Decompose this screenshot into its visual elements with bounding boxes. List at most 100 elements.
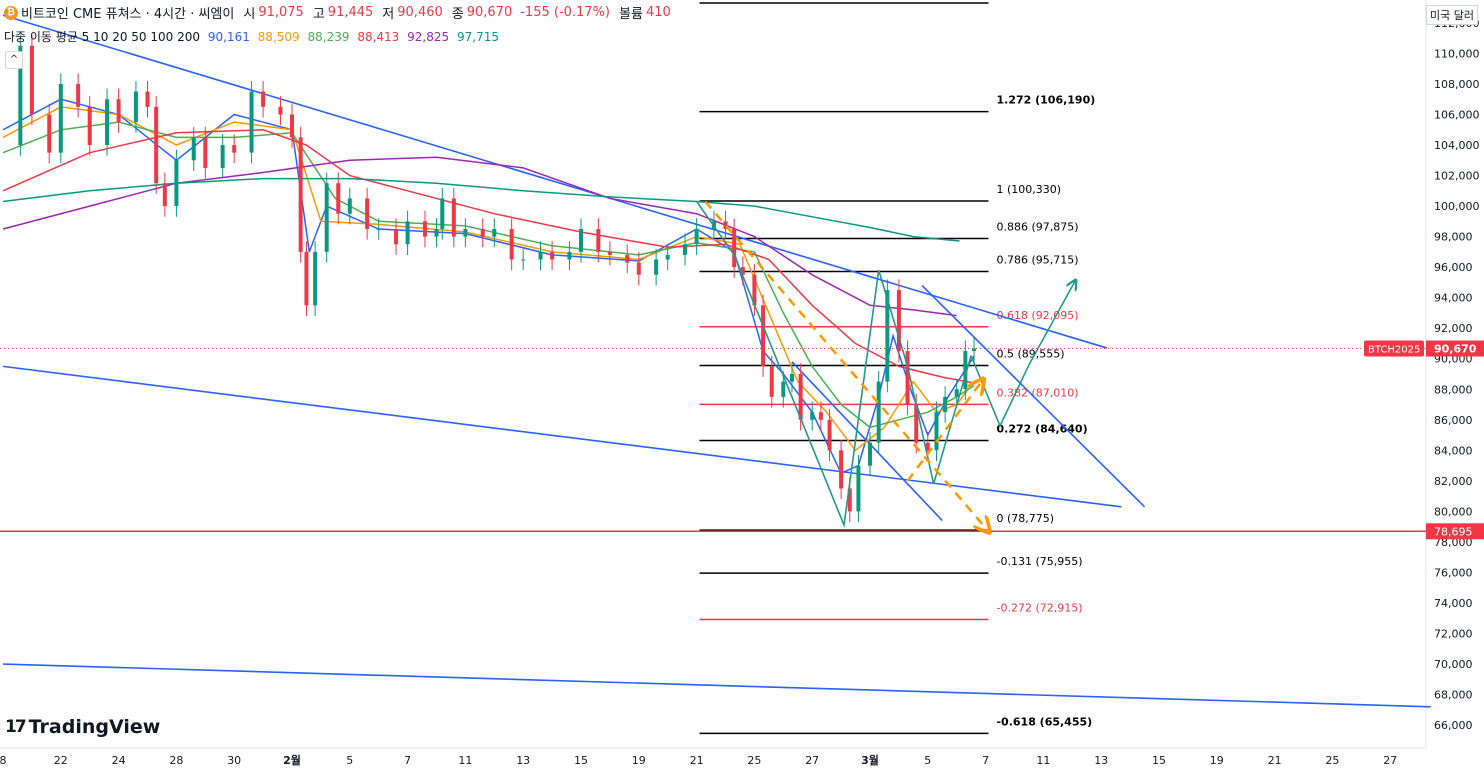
candle-body — [492, 228, 497, 237]
candle-body — [347, 198, 352, 214]
candle-body — [636, 262, 641, 275]
candle-body — [914, 404, 919, 443]
volume-label: 볼륨 — [619, 7, 643, 22]
candle-body — [365, 198, 370, 229]
y-tick-label: 80,000 — [1434, 505, 1473, 518]
x-tick-label: 5 — [924, 754, 931, 767]
candle-body — [665, 254, 670, 260]
orange-dashed-arrow — [906, 380, 983, 482]
candle-body — [732, 228, 737, 268]
candle-body — [154, 106, 159, 184]
x-tick-label: 13 — [516, 754, 530, 767]
x-tick-label: 24 — [112, 754, 126, 767]
fib-level-label: 0.786 (95,715) — [996, 253, 1078, 266]
candle-body — [954, 389, 959, 397]
low-label: 저 — [382, 7, 395, 22]
candle-body — [47, 114, 52, 153]
trendline — [2, 14, 1108, 349]
support-price-label: 78,695 — [1434, 525, 1473, 538]
symbol-title[interactable]: 비트코인 CME 퓨쳐스 · 4시간 · 씨엠이 — [21, 7, 235, 22]
x-tick-label: 25 — [1325, 754, 1339, 767]
candle-body — [789, 374, 794, 382]
x-tick-label: 21 — [1268, 754, 1282, 767]
candle-body — [58, 83, 63, 153]
candle-body — [261, 91, 266, 107]
tradingview-logo[interactable]: 17 TradingView — [5, 716, 160, 738]
candle-body — [232, 145, 237, 153]
close-value: 90,670 — [466, 5, 513, 20]
x-tick-label: 2월 — [283, 753, 301, 767]
candle-body — [145, 91, 150, 107]
candle-body — [521, 259, 526, 261]
y-tick-label: 76,000 — [1434, 566, 1473, 579]
bitcoin-icon: ₿ — [4, 5, 18, 20]
y-tick-label: 108,000 — [1434, 78, 1480, 91]
brand-name: TradingView — [28, 716, 161, 738]
candle-body — [191, 137, 196, 161]
change-value: -155 (-0.17%) — [520, 5, 611, 20]
y-tick-label: 88,000 — [1434, 383, 1473, 396]
candle-body — [856, 465, 861, 512]
y-tick-label: 94,000 — [1434, 292, 1473, 305]
ma10-value: 88,509 — [257, 30, 300, 44]
candle-body — [943, 396, 948, 413]
candle-body — [133, 91, 138, 123]
tradingview-mark-icon: 17 — [5, 717, 27, 737]
trendline — [2, 365, 1122, 508]
x-tick-label: 3월 — [861, 753, 879, 767]
candle-body — [596, 228, 601, 252]
candle-body — [625, 254, 630, 263]
ma-legend[interactable]: 다중 이동 평균 5 10 20 50 100 200 90,161 88,50… — [4, 28, 503, 45]
y-tick-label: 70,000 — [1434, 658, 1473, 671]
fib-level-label: -0.131 (75,955) — [996, 555, 1082, 568]
candle-body — [818, 412, 823, 420]
candle-body — [769, 366, 774, 397]
zigzag-pattern — [695, 201, 972, 529]
y-tick-label: 86,000 — [1434, 414, 1473, 427]
candle-body — [925, 442, 930, 451]
candle-body — [29, 45, 34, 115]
x-tick-label: 25 — [747, 754, 761, 767]
y-tick-label: 102,000 — [1434, 170, 1480, 183]
candle-body — [550, 251, 555, 260]
candle-body — [313, 251, 318, 306]
candle-body — [394, 228, 399, 245]
candle-body — [324, 183, 329, 252]
y-tick-label: 66,000 — [1434, 719, 1473, 732]
moving-average-ma20 — [2, 121, 975, 429]
candle-body — [847, 488, 852, 512]
candle-body — [567, 251, 572, 260]
candle-body — [607, 251, 612, 255]
candle-body — [694, 228, 699, 245]
candle-body — [434, 228, 439, 237]
candle-body — [579, 228, 583, 252]
current-price-label: 90,670 — [1434, 343, 1477, 356]
current-price-badge — [1426, 340, 1484, 357]
chevron-up-icon[interactable]: ^ — [5, 51, 23, 69]
candle-body — [905, 351, 910, 405]
moving-average-ma200 — [2, 177, 960, 242]
fib-level-label: 1.272 (106,190) — [996, 94, 1095, 107]
candle-body — [336, 183, 341, 214]
candle-body — [203, 137, 208, 168]
orange-dashed-arrow — [704, 200, 988, 532]
candle-body — [827, 419, 832, 451]
ma200-value: 97,715 — [456, 30, 499, 44]
y-tick-label: 106,000 — [1434, 108, 1480, 121]
close-label: 종 — [451, 7, 464, 22]
candle-body — [781, 381, 786, 397]
y-tick-label: 96,000 — [1434, 261, 1473, 274]
candle-body — [87, 106, 92, 146]
candle-body — [740, 267, 745, 275]
y-tick-label: 84,000 — [1434, 444, 1473, 457]
currency-selector[interactable]: 미국 달러 — [1426, 5, 1478, 25]
x-tick-label: 13 — [1094, 754, 1108, 767]
open-value: 91,075 — [258, 5, 304, 20]
symbol-badge-label: BTCH2025 — [1368, 345, 1420, 356]
fib-level-label: -0.618 (65,455) — [996, 715, 1092, 728]
candle-body — [509, 228, 514, 260]
candle-body — [810, 412, 815, 420]
moving-average-ma100 — [2, 156, 957, 317]
candle-body — [868, 442, 872, 466]
